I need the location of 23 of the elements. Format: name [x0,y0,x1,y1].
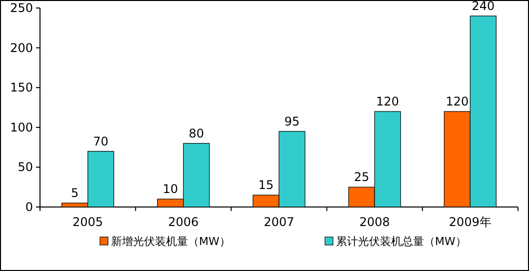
data-label: 240 [472,0,495,13]
x-tick-label: 2006 [168,215,199,229]
data-label: 80 [188,126,204,140]
x-tick-label: 2005 [72,215,104,229]
data-label: 120 [376,94,400,108]
data-label: 95 [284,114,300,128]
y-tick-label: 200 [10,40,33,55]
y-tick-label: 0 [25,200,33,214]
y-tick-label: 100 [10,120,33,134]
data-label: 15 [258,178,274,192]
legend-label: 累计光伏装机总量（MW） [336,235,466,248]
x-tick-label: 2008 [359,215,390,229]
legend-label: 新增光伏装机量（MW） [111,235,230,248]
data-label: 120 [446,94,469,108]
data-label: 25 [354,170,370,184]
y-tick-label: 250 [10,1,33,15]
y-tick-label: 50 [18,160,33,174]
x-tick-label: 2009年 [448,215,492,229]
data-label: 10 [162,182,178,196]
y-tick-label: 150 [10,80,33,95]
x-tick-label: 2007 [264,215,294,229]
data-label: 5 [70,186,79,200]
data-label: 70 [93,134,108,148]
